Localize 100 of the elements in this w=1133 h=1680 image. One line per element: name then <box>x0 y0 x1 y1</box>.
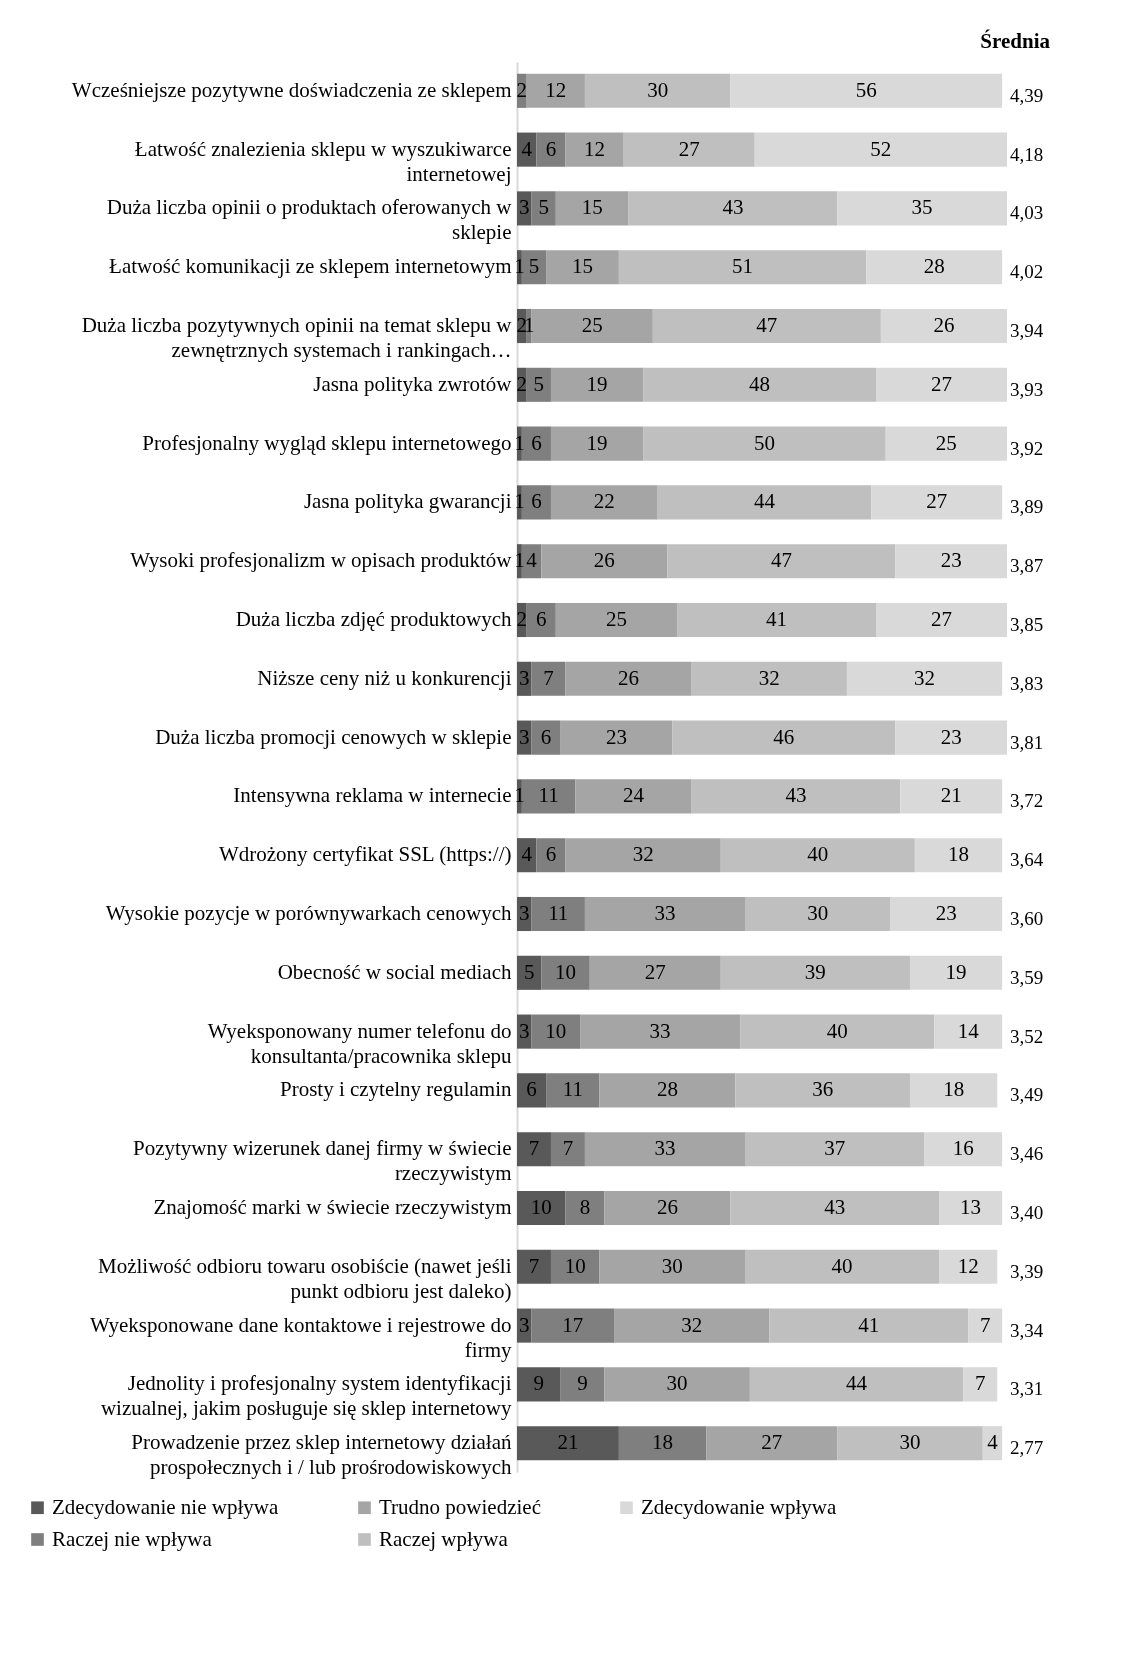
text: 3,93 <box>1010 378 1044 400</box>
bar <box>618 250 867 285</box>
data-label: 14 <box>957 1018 980 1043</box>
data-label: 32 <box>758 665 780 690</box>
text: 3,49 <box>1010 1084 1044 1106</box>
data-label: 4 <box>521 842 533 867</box>
bar <box>895 544 1007 579</box>
bar <box>526 367 551 402</box>
bar <box>691 779 901 814</box>
data-label: 32 <box>914 665 936 690</box>
bar <box>589 955 721 990</box>
bar <box>536 838 566 873</box>
data-label: 10 <box>530 1194 552 1219</box>
bar <box>550 426 644 461</box>
bar <box>575 779 692 814</box>
bar <box>584 73 731 108</box>
bar <box>555 191 629 226</box>
bar <box>517 1367 561 1402</box>
data-label: 10 <box>564 1253 586 1278</box>
data-label: 23 <box>940 548 962 573</box>
bar <box>614 1308 770 1343</box>
bar <box>735 1073 910 1108</box>
data-label: 9 <box>577 1371 588 1396</box>
bar <box>517 955 542 990</box>
bar <box>968 1308 1003 1343</box>
bar <box>546 250 619 285</box>
data-label: 25 <box>581 313 603 338</box>
bar <box>730 1190 940 1226</box>
text: 3,60 <box>1010 908 1044 929</box>
data-label: 6 <box>540 724 552 749</box>
bar <box>871 485 1003 520</box>
data-label: 30 <box>661 1253 683 1278</box>
bar <box>531 896 585 932</box>
data-label: 52 <box>870 136 892 161</box>
y-tick-label: Obecność w social mediach <box>277 959 512 984</box>
data-label: 37 <box>824 1136 846 1161</box>
data-label: 9 <box>533 1371 545 1396</box>
bar <box>749 1367 964 1402</box>
bar <box>536 132 566 167</box>
bar <box>517 1249 551 1284</box>
data-label: 32 <box>632 842 654 867</box>
data-label: 18 <box>943 1077 965 1102</box>
data-label: 27 <box>931 371 952 396</box>
bar <box>517 1132 551 1167</box>
legend-label: Raczej nie wpływa <box>52 1526 213 1551</box>
data-label: 33 <box>654 901 676 925</box>
bar <box>720 838 915 873</box>
y-tick-label: Wcześniejsze pozytywne doświadczenia ze sklepem <box>71 77 512 102</box>
bar <box>550 367 644 402</box>
bar <box>526 602 556 638</box>
bar <box>876 602 1007 638</box>
data-label: 21 <box>940 783 962 808</box>
data-label: 50 <box>753 430 775 455</box>
data-label: 7 <box>975 1371 986 1396</box>
data-label: 3 <box>519 1312 530 1337</box>
bar <box>909 955 1003 990</box>
bar <box>963 1367 998 1402</box>
bar <box>939 1190 1003 1226</box>
bar <box>599 1249 746 1284</box>
y-tick-label: Prosty i czytelny regulamin <box>279 1077 512 1102</box>
y-tick-label: Prowadzenie przez sklep internetowy działań prospołecznych i / lub prośrodowiskowych <box>131 1430 512 1480</box>
data-label: 27 <box>761 1430 783 1455</box>
data-label: 43 <box>785 783 807 808</box>
text: 3,46 <box>1010 1143 1044 1165</box>
bar <box>604 1190 731 1226</box>
bar <box>677 602 877 638</box>
bar <box>531 191 556 226</box>
text: 3,85 <box>1010 614 1044 635</box>
y-tick-label: Wyeksponowane dane kontaktowe i rejestrowe do firmy <box>89 1312 512 1362</box>
bar <box>517 1190 566 1226</box>
legend-label: Zdecydowanie wpływa <box>641 1494 838 1519</box>
data-label: 5 <box>533 371 545 396</box>
data-label: 6 <box>536 607 547 631</box>
data-label: 25 <box>935 430 957 455</box>
text: 2,77 <box>1010 1437 1044 1459</box>
data-label: 27 <box>931 607 952 631</box>
bar <box>550 1249 600 1284</box>
data-label: 30 <box>666 1371 688 1396</box>
data-label: 32 <box>681 1312 703 1337</box>
bar <box>526 73 585 108</box>
text: 4,39 <box>1010 84 1044 106</box>
data-label: 33 <box>654 1136 676 1161</box>
text: 3,64 <box>1010 849 1044 871</box>
data-label: 2 <box>516 371 528 396</box>
data-label: 41 <box>858 1312 880 1337</box>
data-label: 11 <box>562 1077 583 1102</box>
bar <box>531 308 653 344</box>
bar <box>745 1132 925 1167</box>
data-label: 28 <box>656 1077 678 1102</box>
bar <box>565 132 624 167</box>
data-label: 13 <box>960 1194 982 1219</box>
bar <box>745 896 891 932</box>
bar <box>560 720 673 755</box>
data-label: 26 <box>933 313 955 338</box>
text: 3,31 <box>1010 1378 1044 1400</box>
bar <box>531 1014 581 1049</box>
bar <box>584 1132 746 1167</box>
bar <box>628 191 838 226</box>
y-tick-label: Jednolity i profesjonalny system identyfikacji wizualnej, jakim posługuje się sklep internetowy <box>100 1371 512 1421</box>
data-label: 4 <box>526 548 538 573</box>
